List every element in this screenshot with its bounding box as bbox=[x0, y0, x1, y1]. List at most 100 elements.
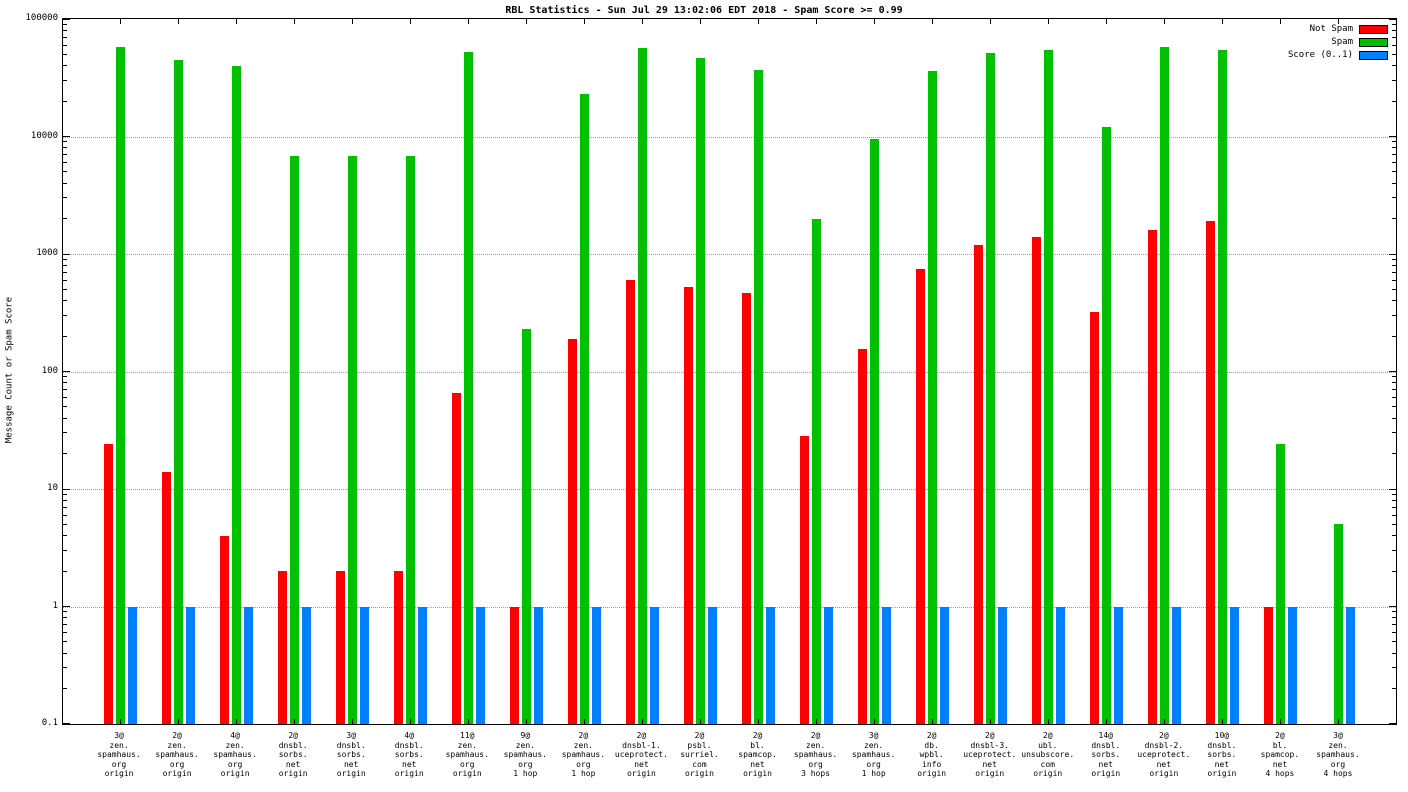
bar-not-spam bbox=[974, 244, 984, 724]
axis-tick bbox=[1392, 279, 1396, 281]
axis-tick bbox=[1389, 19, 1396, 20]
axis-tick bbox=[1392, 36, 1396, 38]
x-axis-tick bbox=[874, 19, 876, 24]
axis-tick bbox=[63, 79, 67, 81]
legend-item-not-spam: Not Spam bbox=[1288, 24, 1388, 34]
x-category-label: 10@ dnsbl. sorbs. net origin bbox=[1207, 731, 1237, 778]
axis-tick bbox=[1392, 65, 1396, 67]
axis-tick bbox=[1389, 488, 1396, 490]
x-axis-tick bbox=[699, 719, 701, 724]
legend-swatch-spam bbox=[1359, 37, 1388, 47]
bar-score-0-1 bbox=[1172, 606, 1182, 724]
axis-tick bbox=[1392, 652, 1396, 654]
x-category-label: 14@ dnsbl. sorbs. net origin bbox=[1091, 731, 1121, 778]
axis-tick bbox=[1392, 493, 1396, 495]
bar-spam bbox=[1218, 50, 1228, 724]
legend-item-spam: Spam bbox=[1288, 37, 1388, 47]
x-axis-tick bbox=[932, 719, 934, 724]
axis-tick bbox=[1392, 171, 1396, 173]
x-axis-tick bbox=[583, 719, 585, 724]
axis-tick bbox=[1392, 432, 1396, 434]
x-axis-tick bbox=[351, 719, 353, 724]
x-axis-tick bbox=[816, 719, 818, 724]
axis-tick bbox=[1392, 417, 1396, 419]
axis-tick bbox=[63, 218, 67, 220]
bar-not-spam bbox=[567, 338, 577, 724]
axis-tick bbox=[63, 688, 67, 690]
axis-tick bbox=[63, 617, 67, 619]
axis-tick bbox=[63, 417, 67, 419]
axis-tick bbox=[1392, 264, 1396, 266]
x-axis-tick bbox=[409, 19, 411, 24]
bar-not-spam bbox=[742, 292, 752, 724]
gridline bbox=[63, 606, 1396, 608]
x-category-label: 2@ zen. spamhaus. org 3 hops bbox=[793, 731, 838, 778]
axis-tick bbox=[63, 432, 67, 434]
legend-label-spam: Spam bbox=[1331, 37, 1353, 47]
bar-not-spam bbox=[1206, 221, 1216, 724]
gridline bbox=[63, 254, 1396, 255]
axis-tick bbox=[63, 154, 67, 156]
bar-spam bbox=[231, 65, 241, 724]
bar-score-0-1 bbox=[243, 606, 253, 724]
x-category-label: 4@ dnsbl. sorbs. net origin bbox=[394, 731, 424, 778]
axis-tick bbox=[1392, 100, 1396, 102]
axis-tick bbox=[1389, 606, 1396, 607]
axis-tick bbox=[63, 335, 67, 337]
axis-tick bbox=[1392, 147, 1396, 149]
x-category-label: 2@ dnsbl. sorbs. net origin bbox=[278, 731, 308, 778]
x-axis-tick bbox=[525, 719, 527, 724]
x-axis-tick bbox=[641, 719, 643, 724]
x-category-label: 2@ ubl. unsubscore. com origin bbox=[1021, 731, 1075, 778]
bar-spam bbox=[637, 47, 647, 724]
x-axis-tick bbox=[1222, 719, 1224, 724]
x-category-label: 2@ dnsbl-1. uceprotect. net origin bbox=[614, 731, 668, 778]
x-axis-tick bbox=[1106, 719, 1108, 724]
bar-spam bbox=[1102, 127, 1112, 724]
x-axis-tick bbox=[874, 719, 876, 724]
bar-not-spam bbox=[625, 280, 635, 724]
axis-tick bbox=[63, 136, 70, 137]
axis-tick bbox=[63, 389, 67, 391]
axis-tick bbox=[63, 371, 70, 372]
axis-tick bbox=[63, 258, 67, 260]
axis-tick bbox=[1392, 197, 1396, 199]
axis-tick bbox=[63, 382, 67, 384]
axis-tick bbox=[1392, 382, 1396, 384]
axis-tick bbox=[1392, 162, 1396, 164]
axis-tick bbox=[63, 23, 67, 25]
bar-not-spam bbox=[509, 606, 519, 724]
axis-tick bbox=[1392, 29, 1396, 31]
axis-tick bbox=[63, 271, 67, 273]
bar-score-0-1 bbox=[940, 606, 950, 724]
x-axis-tick bbox=[467, 719, 469, 724]
axis-tick bbox=[63, 624, 67, 626]
x-axis-tick bbox=[1164, 719, 1166, 724]
y-tick-label: 1 bbox=[52, 600, 58, 611]
x-category-label: 2@ bl. spamcop. net 4 hops bbox=[1260, 731, 1300, 778]
bar-spam bbox=[1334, 524, 1344, 724]
axis-tick bbox=[1392, 182, 1396, 184]
axis-tick bbox=[1389, 723, 1396, 724]
axis-tick bbox=[63, 279, 67, 281]
bar-score-0-1 bbox=[417, 606, 427, 724]
axis-tick bbox=[1392, 667, 1396, 669]
y-tick-label: 100 bbox=[41, 365, 58, 376]
gridline bbox=[63, 371, 1396, 373]
x-category-label: 2@ zen. spamhaus. org 1 hop bbox=[561, 731, 606, 778]
axis-tick bbox=[63, 19, 70, 20]
axis-tick bbox=[63, 376, 67, 378]
axis-tick bbox=[1392, 376, 1396, 378]
bar-score-0-1 bbox=[707, 606, 717, 724]
x-axis-tick bbox=[119, 719, 121, 724]
axis-tick bbox=[63, 499, 67, 501]
axis-tick bbox=[63, 570, 67, 572]
x-category-label: 2@ bl. spamcop. net origin bbox=[738, 731, 777, 778]
x-category-label: 9@ zen. spamhaus. org 1 hop bbox=[503, 731, 547, 778]
y-tick-label: 100000 bbox=[25, 13, 58, 23]
axis-tick bbox=[63, 288, 67, 290]
x-axis-tick bbox=[1280, 19, 1282, 24]
bar-not-spam bbox=[916, 268, 926, 724]
x-axis-tick bbox=[990, 719, 992, 724]
